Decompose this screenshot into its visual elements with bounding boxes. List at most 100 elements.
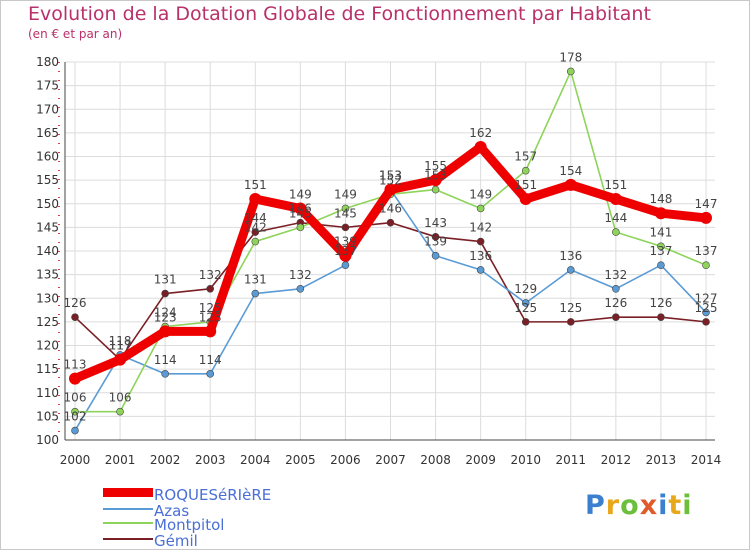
data-label: 131 [154,273,177,287]
data-point [612,313,620,321]
y-tick-label: 115 [36,362,59,376]
y-tick-label: 140 [36,244,59,258]
data-label: 117 [109,339,132,353]
data-label: 162 [469,126,492,140]
y-tick-label: 170 [36,102,59,116]
data-label: 137 [649,244,672,258]
x-tick-label: 2007 [375,453,406,467]
x-tick-label: 2013 [646,453,677,467]
data-point [161,370,169,378]
data-point [654,207,667,220]
y-tick-label: 160 [36,150,59,164]
data-point [341,204,350,213]
data-label: 127 [695,291,718,305]
data-label: 153 [424,169,447,183]
data-label: 114 [199,353,222,367]
proxiti-logo: Proxiti [585,490,693,521]
y-tick-label: 165 [36,126,59,140]
x-tick-label: 2008 [420,453,451,467]
data-label: 144 [604,211,627,225]
x-tick-label: 2001 [105,453,136,467]
y-tick-label: 150 [36,197,59,211]
data-point [384,183,397,196]
data-label: 123 [199,310,222,324]
data-point [609,193,622,206]
data-label: 118 [109,334,132,348]
y-tick-label: 175 [36,79,59,93]
data-label: 125 [695,301,718,315]
logo-letter: o [620,490,640,521]
data-point [657,313,665,321]
legend-swatch [103,488,153,497]
logo-letter: t [668,490,683,521]
y-tick-label: 120 [36,339,59,353]
data-point [204,325,217,338]
data-label: 144 [244,211,267,225]
data-label: 125 [559,301,582,315]
data-label: 125 [199,301,222,315]
data-label: 132 [289,268,312,282]
x-tick-label: 2011 [556,453,587,467]
logo-letter: i [682,490,693,521]
data-label: 157 [514,150,537,164]
data-point [702,318,710,326]
legend-swatch [103,522,153,524]
data-point [521,299,530,307]
data-point [386,218,395,227]
data-point [296,284,305,293]
data-point [521,318,530,326]
data-point [431,251,440,260]
data-label: 139 [424,235,447,249]
data-label: 114 [154,353,177,367]
data-point [71,313,79,321]
x-tick-label: 2010 [510,453,541,467]
y-tick-label: 125 [36,315,59,329]
x-tick-label: 2005 [285,453,316,467]
legend-label: ROQUESéRIèRE [154,486,272,504]
x-tick-label: 2006 [330,453,361,467]
data-point [71,407,79,416]
data-label: 146 [379,202,402,216]
data-point [249,193,262,206]
data-label: 154 [559,164,582,178]
data-label: 149 [289,187,312,201]
y-tick-label: 145 [36,220,59,234]
data-label: 137 [695,244,718,258]
data-point [476,237,485,246]
x-tick-label: 2014 [691,453,722,467]
data-label: 145 [289,206,312,220]
logo-letter: r [605,490,621,521]
data-point [296,223,305,232]
data-label: 142 [244,221,267,235]
data-label: 137 [334,244,357,258]
data-point [612,284,620,293]
data-label: 153 [379,169,402,183]
data-point [702,261,710,269]
data-label: 149 [334,187,357,201]
data-label: 126 [64,296,87,310]
data-point [476,266,485,274]
y-tick-label: 155 [36,173,59,187]
data-label: 142 [469,221,492,235]
data-point [251,228,260,236]
data-point [566,318,575,326]
data-point [702,308,710,317]
legend-swatch [103,538,153,540]
legend-label: Montpitol [154,516,225,534]
data-label: 151 [244,178,267,192]
y-tick-label: 100 [36,433,59,447]
data-point [206,284,215,293]
data-label: 113 [64,358,87,372]
data-label: 123 [154,310,177,324]
data-label: 126 [649,296,672,310]
data-point [657,242,665,251]
x-tick-label: 2000 [60,453,91,467]
data-label: 147 [695,197,718,211]
logo-letter: x [639,490,659,521]
data-label: 125 [514,301,537,315]
data-label: 151 [604,178,627,192]
chart-title: Evolution de la Dotation Globale de Fonc… [28,3,651,25]
data-label: 141 [649,225,672,239]
data-point [339,249,352,262]
